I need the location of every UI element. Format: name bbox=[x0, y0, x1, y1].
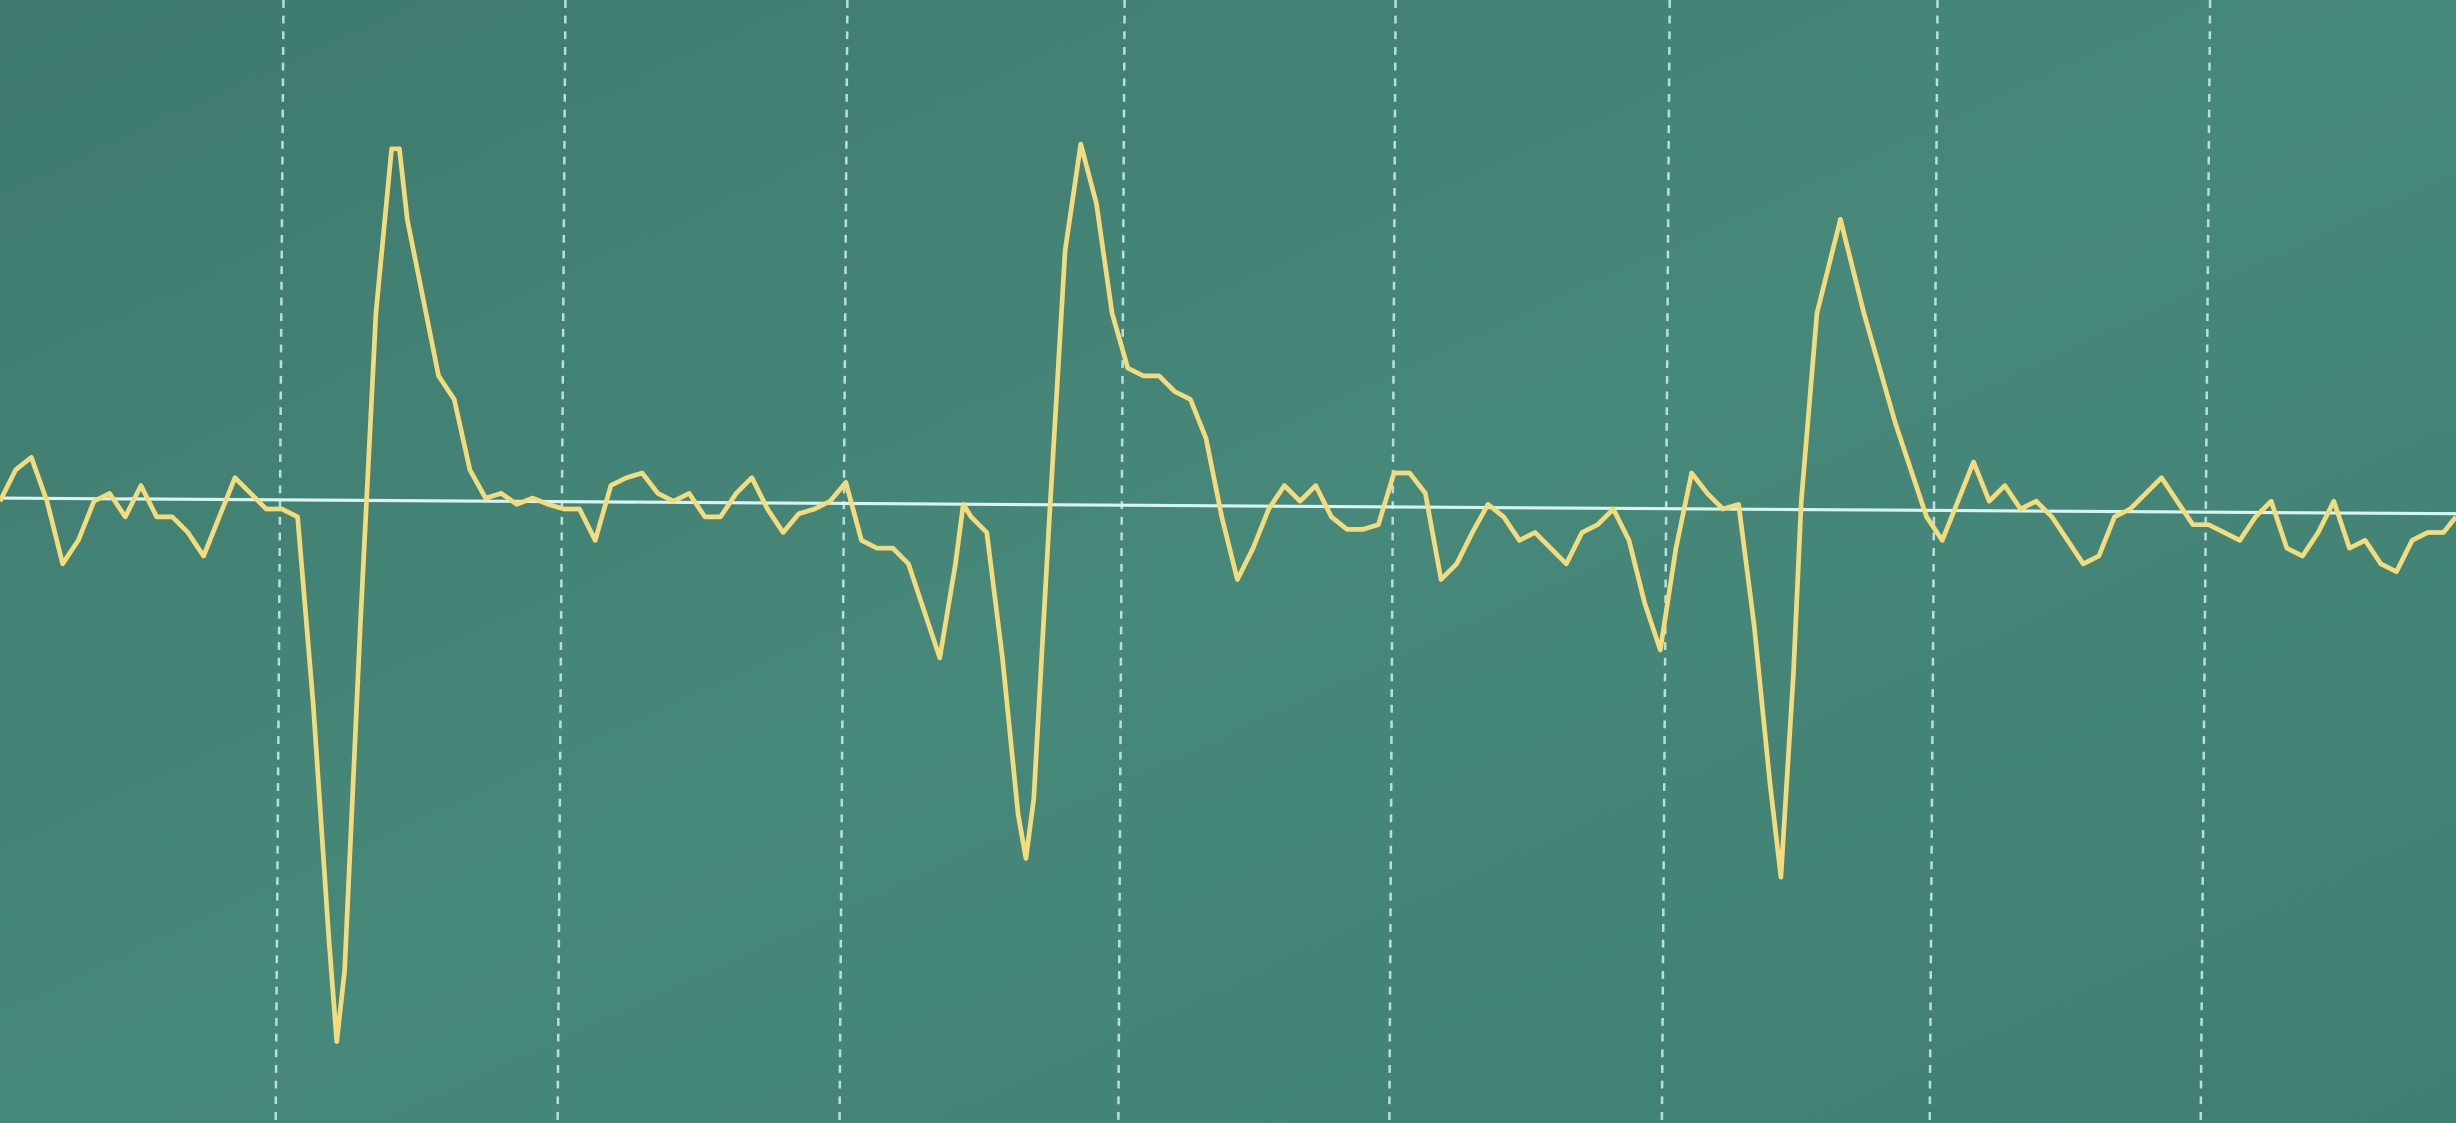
waveform bbox=[0, 141, 2456, 1044]
